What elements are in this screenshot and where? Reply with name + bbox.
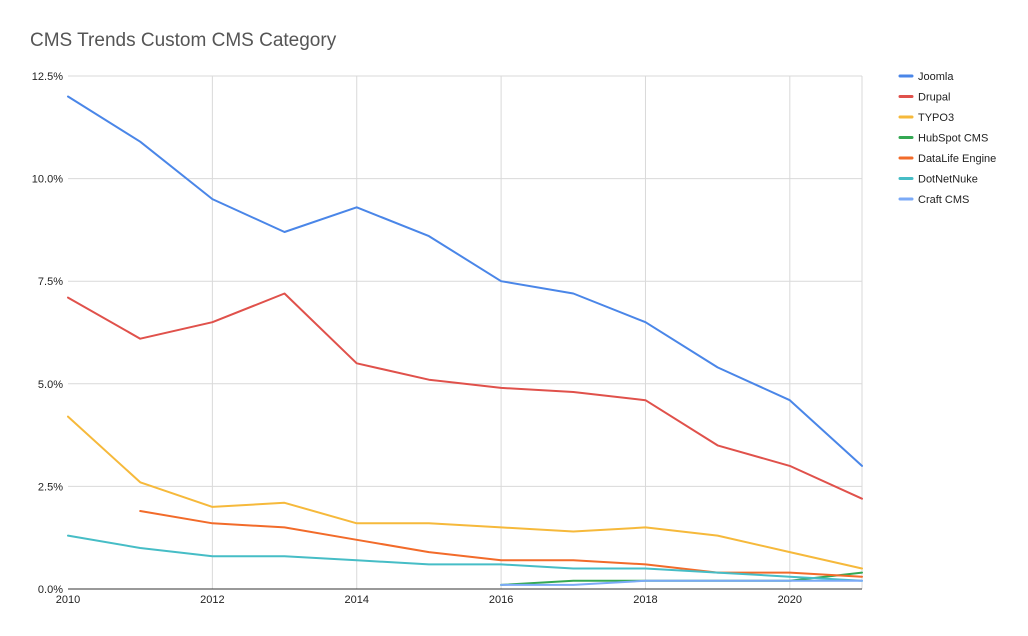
x-tick-label: 2014 <box>344 594 368 606</box>
grid-lines <box>68 75 863 589</box>
chart-title: CMS Trends Custom CMS Category <box>30 30 337 51</box>
axes: 0.0% 2.5% 5.0% 7.5% 10.0% 12.5% 2010 2012 2014 20… <box>32 71 862 606</box>
y-tick-label: 2.5% <box>38 481 63 493</box>
series-line-craft-cms <box>500 579 863 586</box>
y-tick-label: 0.0% <box>38 584 63 596</box>
series-line-datalife-engine <box>139 510 863 578</box>
series-line-drupal <box>67 292 863 500</box>
series-lines <box>67 95 863 586</box>
legend-label-joomla: Joomla <box>918 71 954 83</box>
legend-label-dotnetnuke: DotNetNuke <box>918 174 978 186</box>
y-tick-label: 10.0% <box>32 174 63 186</box>
legend-label-hubspot-cms: HubSpot CMS <box>918 133 988 145</box>
y-tick-label: 5.0% <box>38 379 63 391</box>
y-tick-label: 12.5% <box>32 71 63 83</box>
x-tick-label: 2012 <box>200 594 224 606</box>
legend-label-craft-cms: Craft CMS <box>918 194 969 206</box>
legend-label-drupal: Drupal <box>918 92 950 104</box>
x-tick-label: 2010 <box>56 594 80 606</box>
y-tick-label: 7.5% <box>38 276 63 288</box>
x-tick-label: 2020 <box>778 594 802 606</box>
legend: Joomla Drupal TYPO3 HubSpot CMS DataLife Eng… <box>898 71 996 206</box>
legend-label-typo3: TYPO3 <box>918 112 954 124</box>
x-tick-label: 2018 <box>633 594 657 606</box>
series-line-dotnetnuke <box>67 534 863 582</box>
series-line-typo3 <box>67 415 863 570</box>
legend-label-datalife-engine: DataLife Engine <box>918 153 996 165</box>
x-tick-label: 2016 <box>489 594 513 606</box>
series-line-joomla <box>67 95 863 467</box>
